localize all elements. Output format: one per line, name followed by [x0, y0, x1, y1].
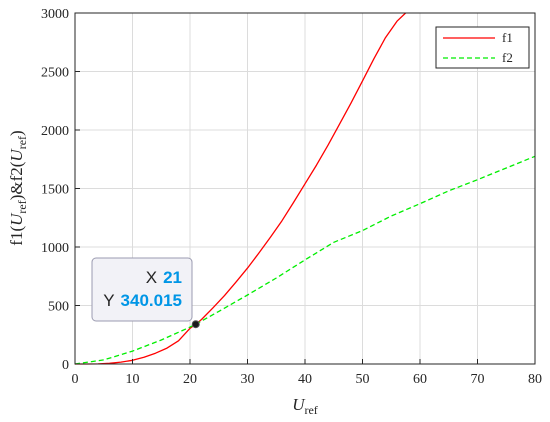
x-tick-label: 10	[126, 372, 140, 387]
legend-label-f2: f2	[502, 50, 513, 65]
x-tick-label: 20	[183, 372, 197, 387]
datatip-box	[91, 257, 193, 322]
datatip-marker[interactable]	[191, 320, 200, 329]
y-tick-label: 0	[62, 358, 69, 373]
x-axis-label: Uref	[292, 395, 318, 417]
legend: f1 f2	[435, 26, 530, 69]
y-tick-label: 1000	[41, 241, 69, 256]
y-tick-label: 500	[48, 300, 69, 315]
legend-box	[435, 26, 530, 69]
y-tick-label: 2000	[41, 124, 69, 139]
y-tick-label: 2500	[41, 66, 69, 81]
y-tick-label: 3000	[41, 7, 69, 22]
series-line-f2	[74, 155, 536, 365]
x-tick-label: 0	[72, 372, 79, 387]
y-axis: 0 500 1000 1500 2000 2500 3000	[41, 7, 80, 373]
x-tick-label: 30	[241, 372, 255, 387]
datatip-x-row: X 21	[146, 268, 182, 287]
x-axis: 0 10 20 30 40 50 60 70 80	[72, 359, 542, 387]
datatip-y-row: Y 340.015	[103, 291, 182, 310]
x-tick-label: 80	[528, 372, 542, 387]
y-tick-label: 1500	[41, 183, 69, 198]
x-tick-label: 60	[413, 372, 427, 387]
legend-label-f1: f1	[502, 30, 513, 45]
x-tick-label: 70	[471, 372, 485, 387]
y-axis-label: f1(Uref)&f2(Uref)	[7, 130, 29, 245]
x-tick-label: 50	[356, 372, 370, 387]
datatip[interactable]: X 21 Y 340.015	[91, 257, 200, 329]
x-tick-label: 40	[298, 372, 312, 387]
